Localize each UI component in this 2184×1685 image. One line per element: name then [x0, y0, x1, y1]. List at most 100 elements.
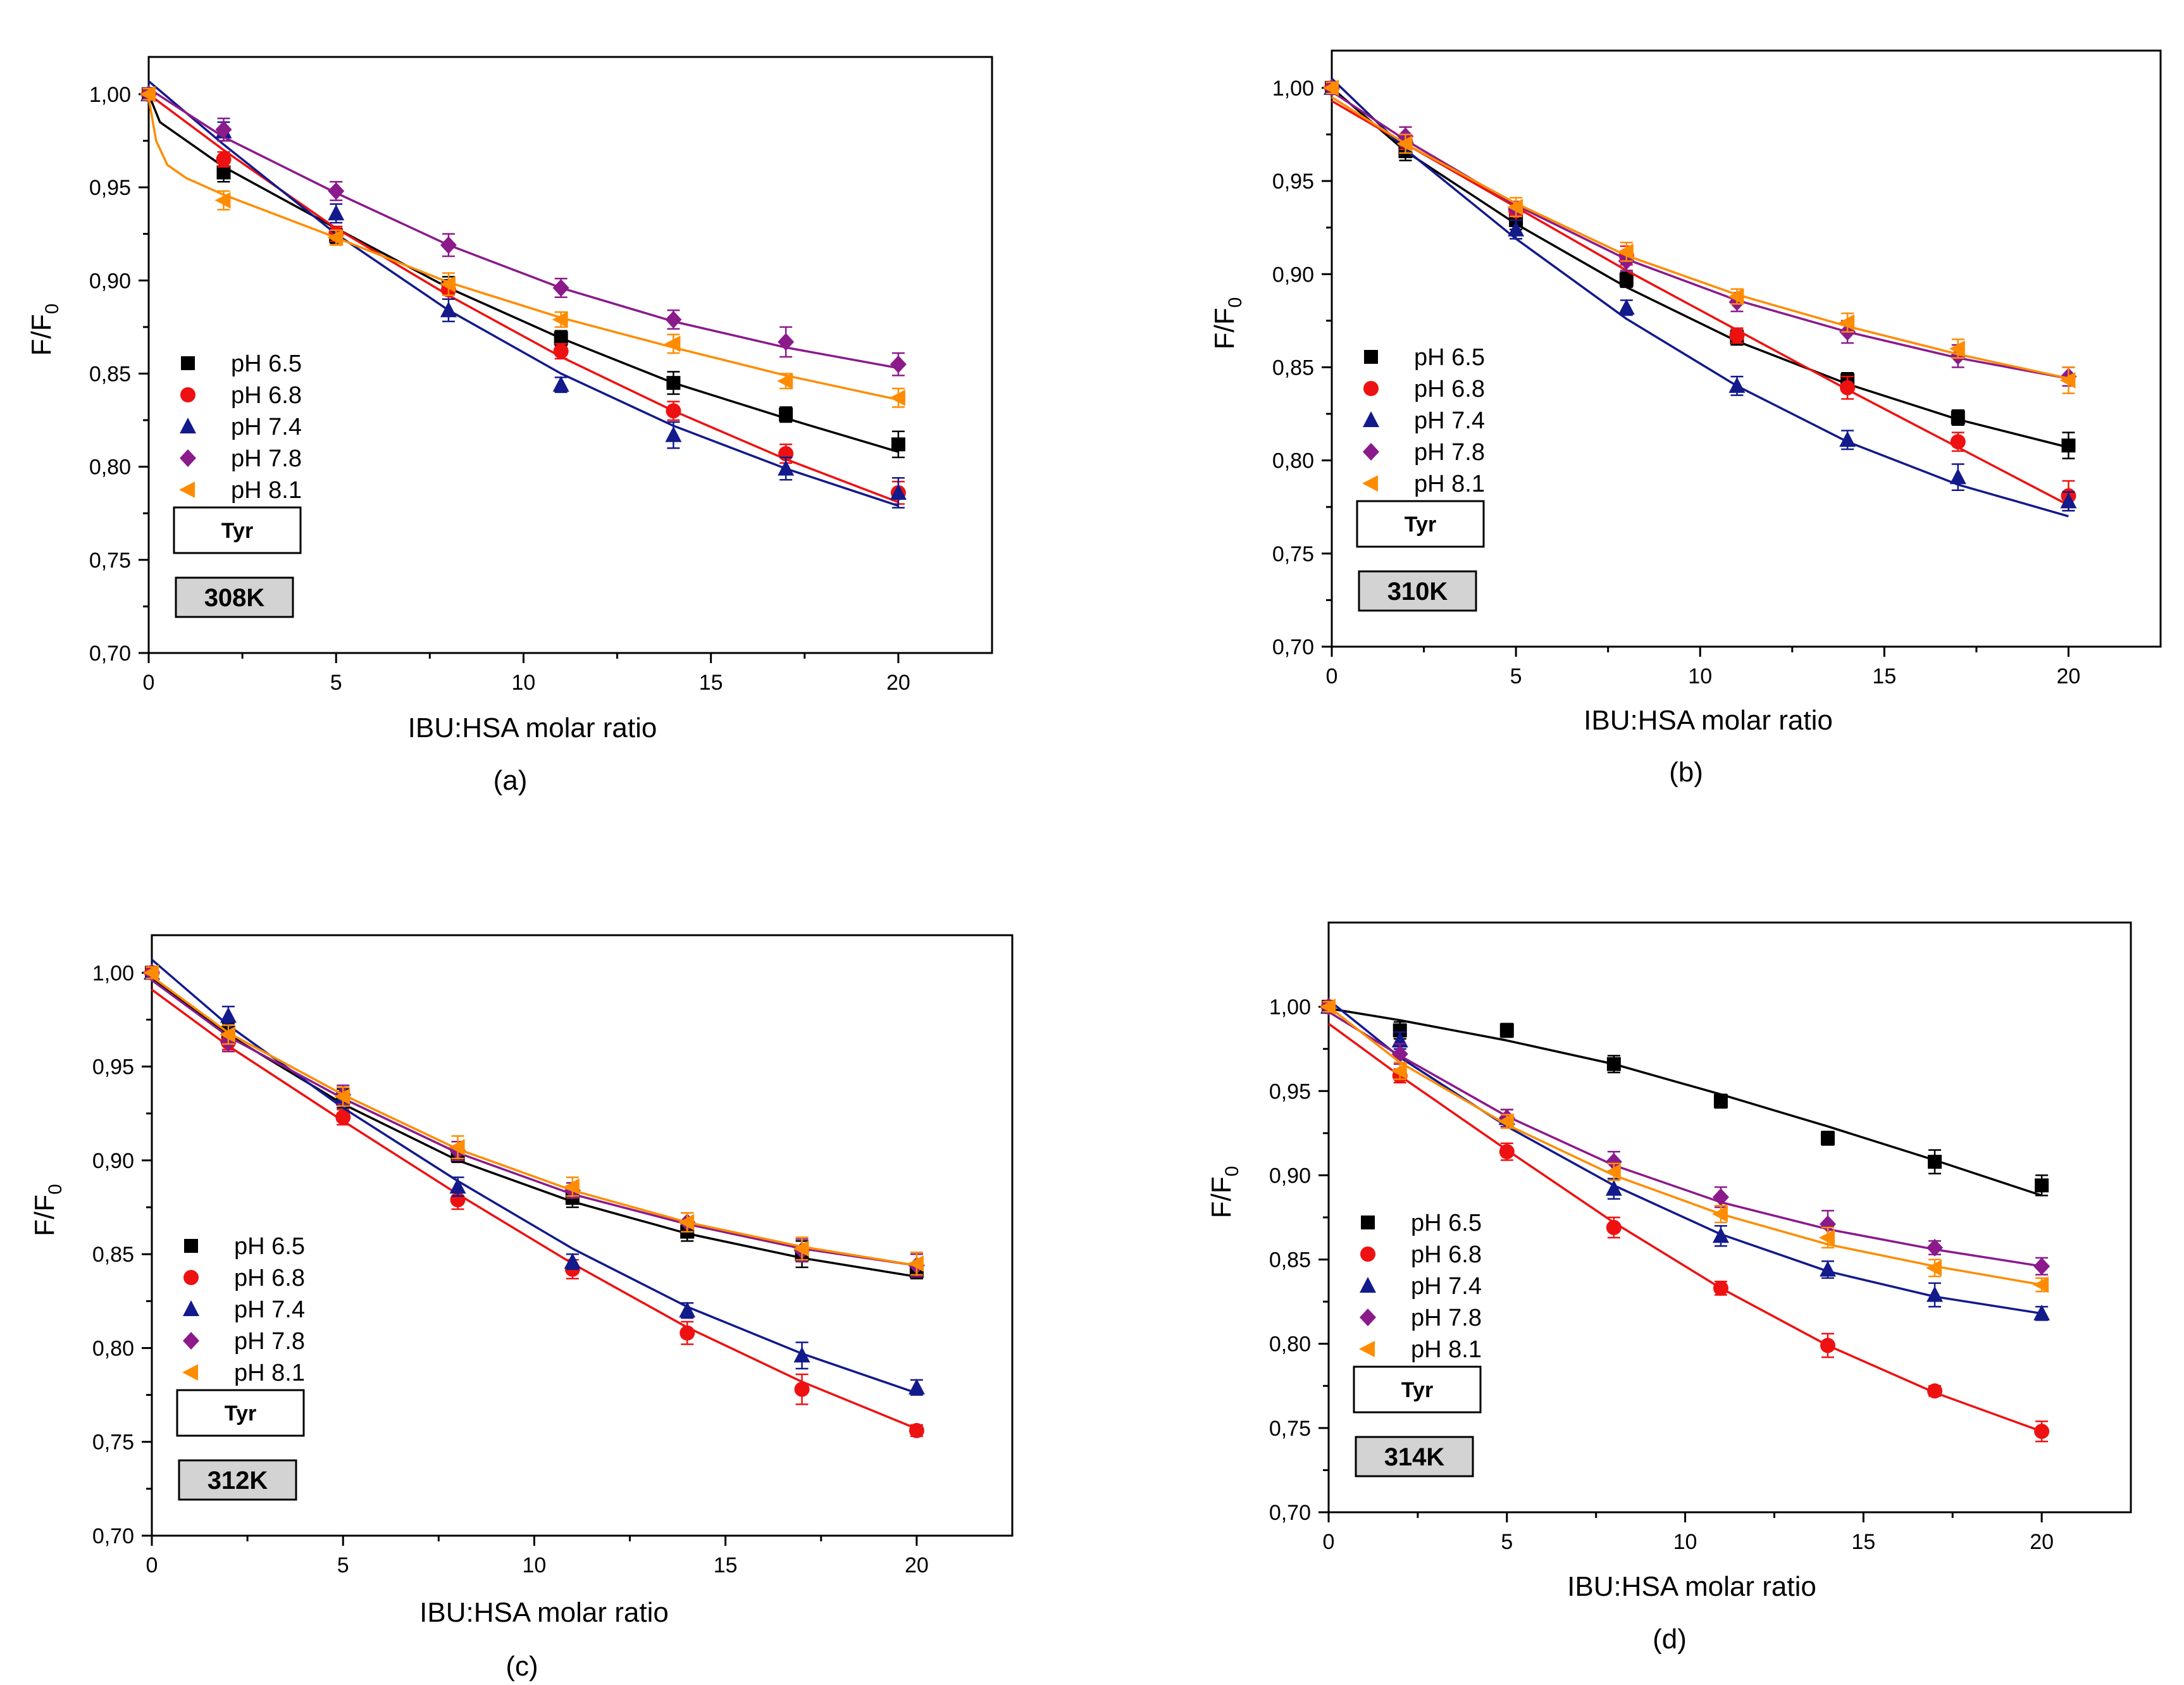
panel-caption: (b) — [1669, 757, 1703, 788]
data-point — [1839, 431, 1856, 447]
legend-label: pH 7.4 — [1414, 407, 1485, 434]
legend-label: pH 8.1 — [234, 1360, 305, 1386]
legend-label: pH 6.5 — [1411, 1210, 1482, 1236]
x-tick-label: 20 — [886, 671, 910, 695]
data-point — [1391, 1062, 1407, 1079]
data-point — [1927, 1383, 1943, 1399]
y-tick-label: 0,80 — [1269, 1333, 1311, 1357]
legend-label: pH 7.8 — [1411, 1305, 1482, 1331]
legend: pH 6.5 pH 6.8 pH 7.4 pH 7.8 pH 8.1 — [1359, 1210, 1482, 1363]
x-tick-label: 0 — [143, 671, 155, 695]
series-ph-8.1 — [1323, 79, 2076, 394]
data-point — [793, 1240, 809, 1257]
data-point — [777, 373, 793, 390]
data-point — [2033, 1304, 2051, 1321]
y-tick-label: 0,75 — [1272, 542, 1314, 566]
y-tick-label: 0,80 — [1272, 449, 1314, 473]
legend-marker — [181, 356, 195, 370]
legend-label: pH 8.1 — [231, 477, 302, 504]
y-axis-label: F/F0 — [1206, 1166, 1243, 1219]
data-point — [564, 1253, 581, 1269]
data-point — [665, 311, 682, 329]
temperature-label: 312K — [208, 1467, 268, 1495]
y-axis-label-subscript: 0 — [1222, 1166, 1243, 1177]
data-point — [794, 1381, 810, 1397]
data-point — [2061, 438, 2076, 453]
fit-line — [151, 959, 917, 1395]
y-tick-label: 0,90 — [89, 269, 131, 293]
y-tick-label: 0,75 — [92, 1431, 134, 1455]
data-point — [328, 204, 345, 221]
series-ph-6.5 — [1322, 1000, 2049, 1197]
data-point — [1840, 380, 1856, 395]
temperature-label: 314K — [1384, 1443, 1445, 1471]
legend-label: pH 7.8 — [231, 445, 302, 472]
x-tick-label: 10 — [523, 1553, 547, 1577]
y-tick-label: 0,90 — [1272, 263, 1314, 287]
fit-line — [151, 979, 917, 1267]
data-point — [216, 165, 231, 180]
data-point — [779, 407, 793, 422]
data-point — [553, 344, 569, 359]
y-axis-label-main: F/F — [1206, 1176, 1237, 1218]
legend-label: pH 6.8 — [1414, 376, 1485, 402]
y-tick-label: 1,00 — [1272, 77, 1314, 101]
data-point — [1323, 79, 1339, 96]
y-tick-label: 0,70 — [1269, 1501, 1311, 1525]
data-point — [778, 459, 795, 476]
residue-label: Tyr — [221, 519, 253, 543]
data-point — [449, 1139, 465, 1156]
x-tick-label: 20 — [2030, 1530, 2054, 1554]
fit-line — [147, 80, 899, 507]
fit-line — [1331, 77, 2069, 518]
data-point — [666, 376, 681, 390]
legend-marker — [1360, 1309, 1376, 1326]
data-point — [1617, 243, 1634, 260]
fit-line — [1331, 90, 2069, 380]
data-point — [1712, 1188, 1729, 1207]
data-point — [2033, 1257, 2051, 1276]
legend-label: pH 6.5 — [234, 1233, 305, 1260]
data-point — [889, 389, 905, 406]
data-point — [1713, 1094, 1728, 1109]
data-point — [1393, 1023, 1407, 1038]
data-point — [1499, 1023, 1514, 1038]
x-tick-label: 10 — [512, 671, 536, 695]
data-point — [1819, 1215, 1836, 1233]
data-point — [2035, 1178, 2049, 1193]
y-tick-label: 0,85 — [1272, 356, 1314, 380]
data-point — [891, 437, 905, 452]
residue-box — [173, 506, 302, 554]
series-ph-7.8 — [140, 85, 907, 376]
legend-marker — [179, 482, 195, 498]
y-axis-label: F/F0 — [1209, 297, 1246, 350]
data-point — [1950, 434, 1966, 450]
y-tick-label: 0,70 — [92, 1524, 134, 1548]
data-point — [1949, 468, 1966, 485]
y-tick-label: 0,85 — [92, 1243, 134, 1267]
data-point — [140, 85, 156, 103]
fit-line — [1328, 1007, 2042, 1197]
legend-marker — [182, 1364, 198, 1381]
fit-line — [148, 87, 899, 370]
x-tick-label: 20 — [2057, 664, 2081, 688]
temperature-box — [1355, 1436, 1474, 1477]
data-point — [2033, 1276, 2049, 1293]
y-tick-label: 1,00 — [1269, 995, 1311, 1019]
data-point — [679, 1302, 696, 1318]
y-tick-label: 0,95 — [1269, 1079, 1311, 1104]
legend-label: pH 6.8 — [231, 382, 302, 409]
legend: pH 6.5 pH 6.8 pH 7.4 pH 7.8 pH 8.1 — [182, 1233, 305, 1386]
data-point — [664, 335, 681, 352]
fit-line — [1327, 1005, 2042, 1286]
fit-line — [1331, 96, 2069, 380]
y-tick-label: 0,90 — [92, 1149, 134, 1173]
temperature-box — [175, 576, 294, 618]
data-point — [563, 1178, 580, 1195]
legend-marker — [1360, 1277, 1376, 1293]
series-ph-8.1 — [143, 964, 924, 1276]
y-axis-label: F/F0 — [29, 1184, 66, 1236]
x-tick-label: 5 — [330, 671, 342, 695]
legend-marker — [183, 1332, 199, 1350]
chart-panel-b: 0 5 10 15 20 0,70 0,75 0,80 0,85 0,90 0,95 1,00 IBU:… — [1209, 49, 2162, 788]
